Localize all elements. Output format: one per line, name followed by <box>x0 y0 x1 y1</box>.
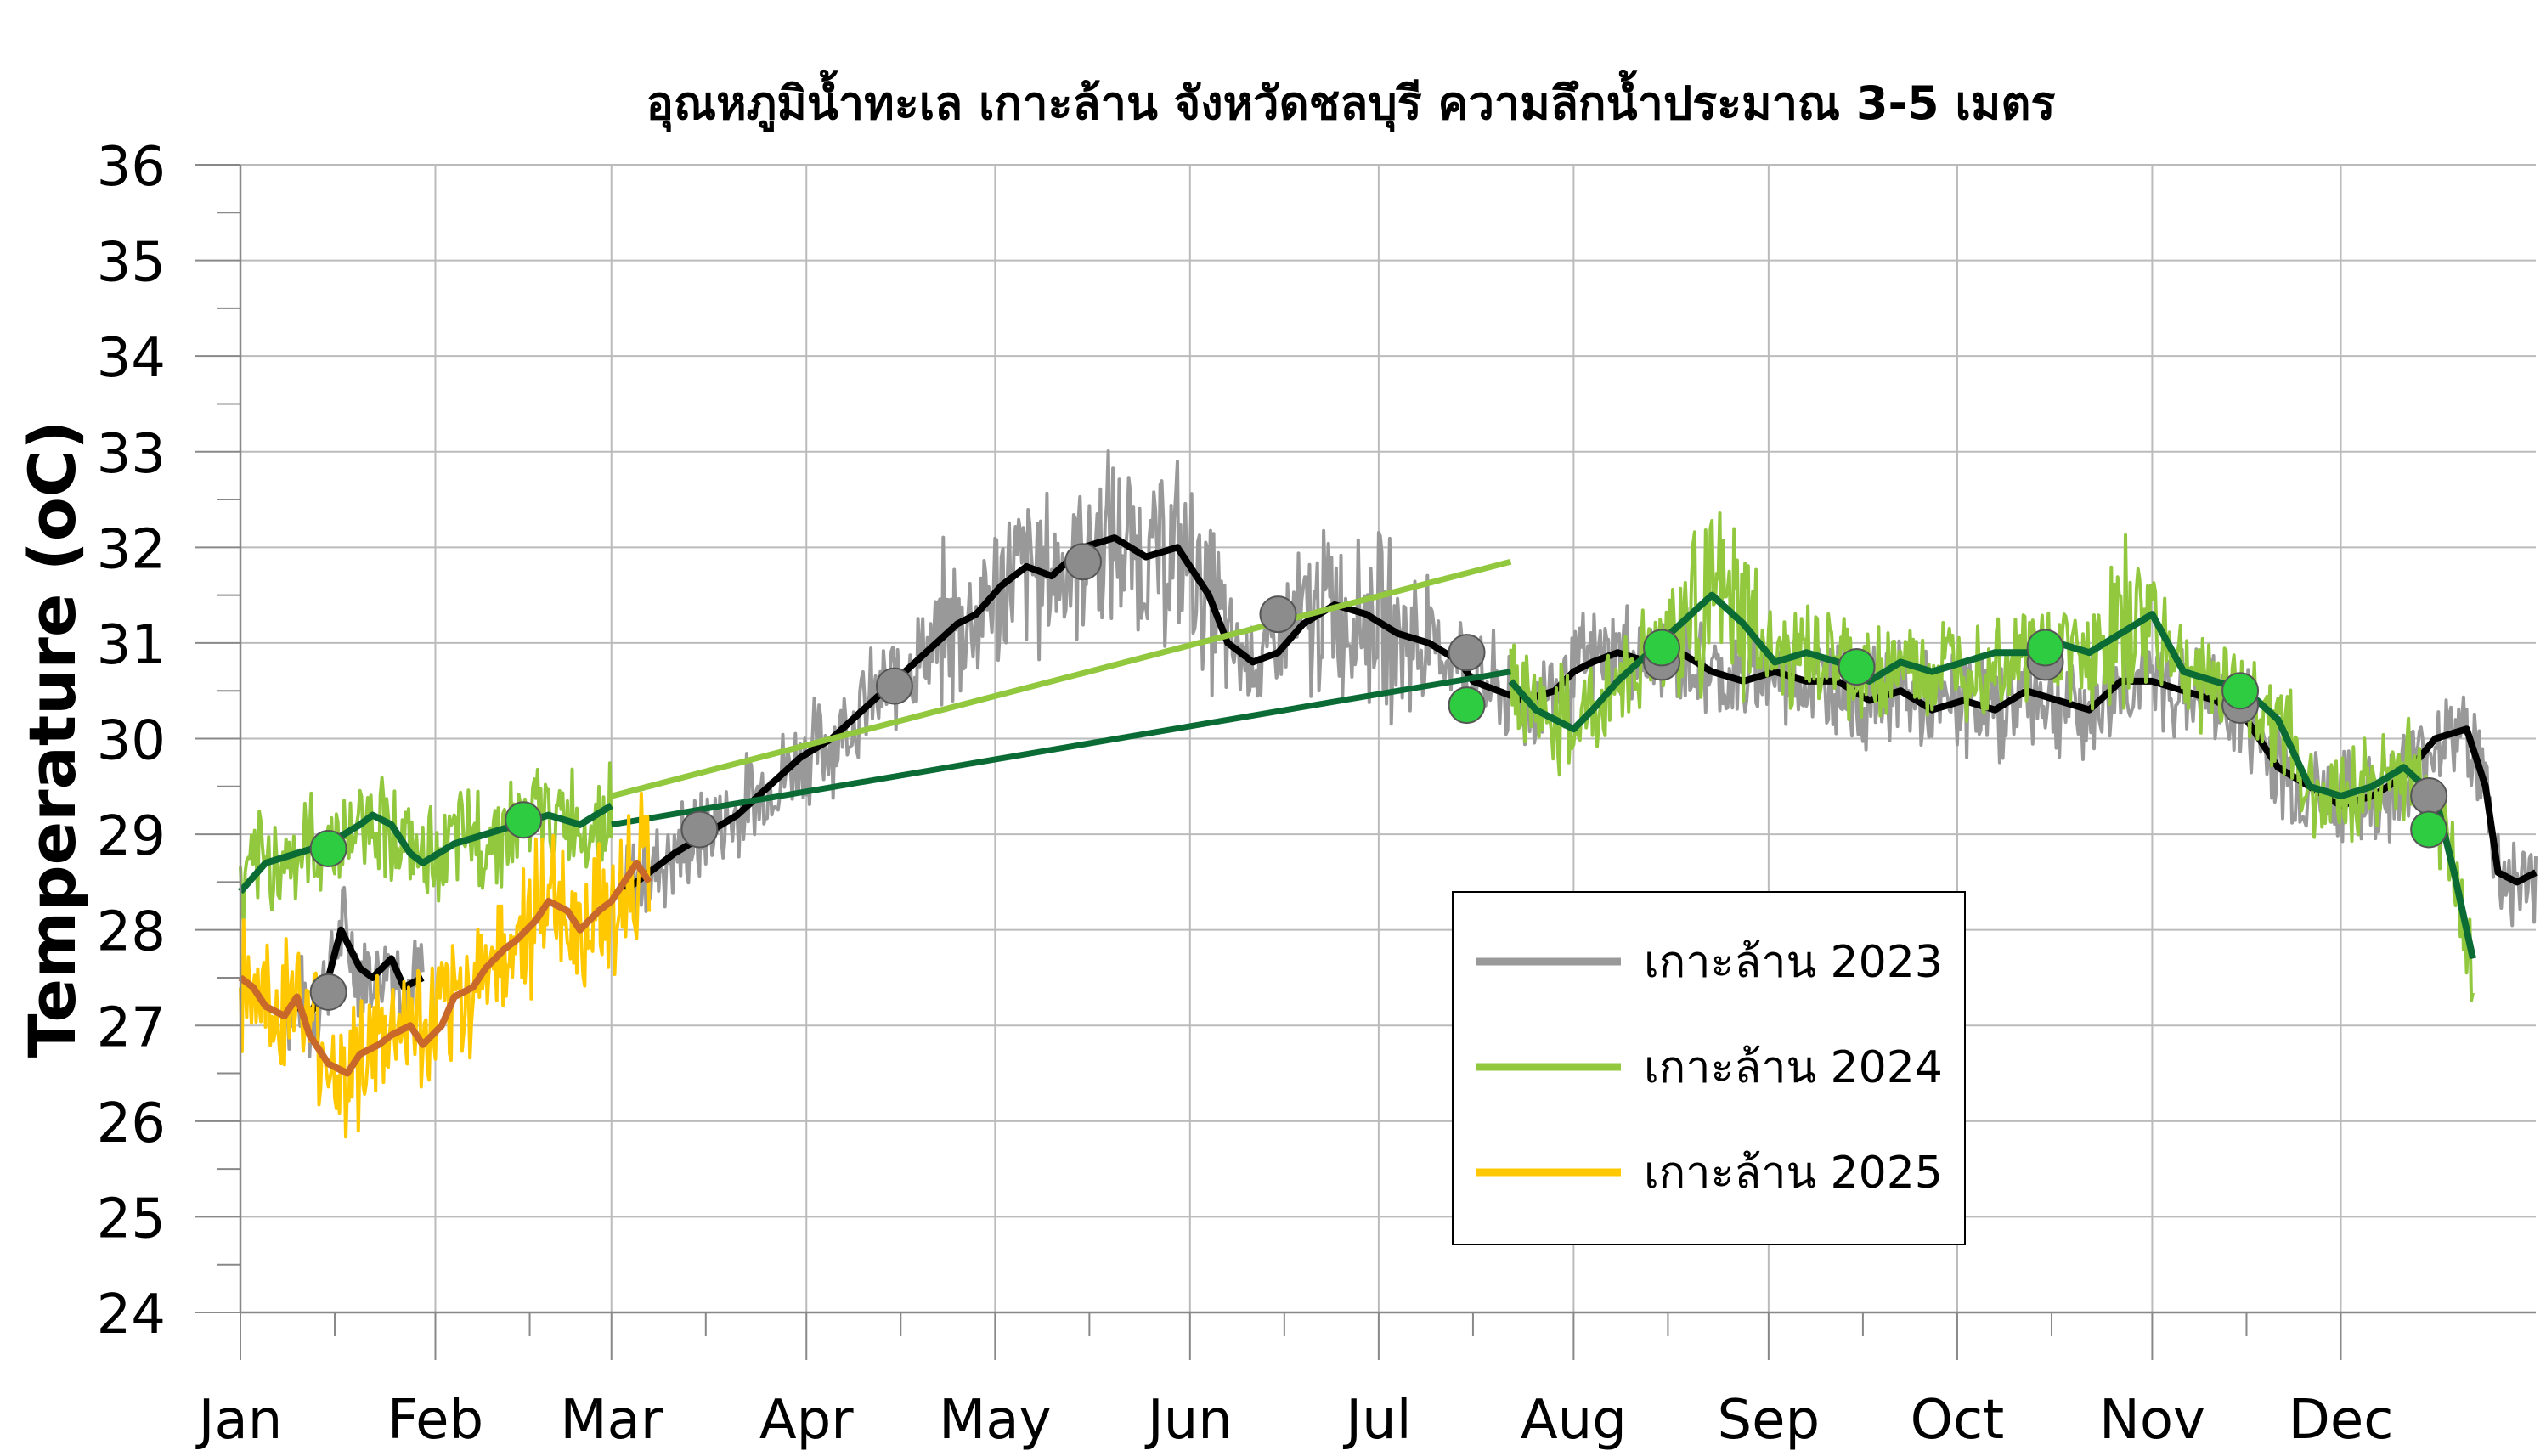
legend-label-2024: เกาะล้าน 2024 <box>1644 1042 1943 1093</box>
y-tick-label: 34 <box>97 327 166 390</box>
series-2023-marker <box>2410 777 2448 815</box>
series-2024-mean-line <box>1508 591 2476 960</box>
y-tick-label: 25 <box>97 1188 166 1250</box>
series-2024-marker <box>2221 672 2260 710</box>
y-tick-label: 30 <box>97 710 166 773</box>
y-tick-label: 35 <box>97 232 166 295</box>
x-tick-label: May <box>939 1389 1051 1452</box>
x-tick-label: Sep <box>1718 1389 1821 1452</box>
legend: เกาะล้าน 2023 เกาะล้าน 2024 เกาะล้าน 202… <box>1452 891 1966 1245</box>
x-tick-label: Jun <box>1144 1389 1233 1452</box>
x-tick-label: Nov <box>2099 1389 2205 1452</box>
series-2024-marker <box>1838 648 1876 686</box>
x-tick-label: Feb <box>387 1389 483 1452</box>
series-2024-marker <box>1448 686 1486 725</box>
x-tick-label: Jan <box>195 1389 283 1452</box>
grid <box>240 164 2536 1312</box>
series-2025-mean-line <box>238 859 652 1077</box>
series-2023-marker <box>1064 543 1102 581</box>
series-2024-marker <box>309 829 347 867</box>
x-tick-label: Aug <box>1521 1389 1627 1452</box>
series-2023-raw-band <box>622 449 2538 928</box>
axes: 24 25 26 27 28 29 30 31 32 33 34 35 36 Jan Feb Mar Apr Ma… <box>97 136 2536 1452</box>
series-2023-marker <box>680 810 719 849</box>
y-tick-label: 32 <box>97 518 166 581</box>
series-2023-marker <box>309 973 347 1011</box>
chart-title: อุณหภูมิน้ำทะเล เกาะล้าน จังหวัดชลบุรี ค… <box>646 70 2056 133</box>
series-2024-marker <box>2410 810 2448 849</box>
y-axis-label: Temperature (oC) <box>14 420 90 1058</box>
series-2023-marker <box>1448 634 1486 672</box>
y-tick-label: 29 <box>97 805 166 868</box>
x-tick-label: Jul <box>1342 1389 1411 1452</box>
series-2023-marker <box>1259 595 1297 634</box>
series-2024-raw-band <box>239 761 613 924</box>
legend-label-2023: เกาะล้าน 2023 <box>1644 937 1943 988</box>
series-2024-marker <box>1643 629 1681 667</box>
y-tick-label: 33 <box>97 423 166 486</box>
series-2024-marker <box>505 801 543 839</box>
legend-label-2025: เกาะล้าน 2025 <box>1644 1148 1943 1199</box>
y-tick-label: 26 <box>97 1092 166 1155</box>
series-2023-marker <box>875 667 913 705</box>
series-layer <box>237 449 2538 1139</box>
y-tick-label: 31 <box>97 614 166 677</box>
y-tick-label: 24 <box>97 1284 166 1346</box>
y-tick-label: 36 <box>97 136 166 199</box>
x-tick-label: Apr <box>759 1389 854 1452</box>
x-tick-label: Dec <box>2289 1389 2394 1452</box>
series-2024-gap-connector <box>610 558 1512 799</box>
y-tick-label: 28 <box>97 901 166 964</box>
y-tick-label: 27 <box>97 996 166 1059</box>
series-2024-marker <box>2026 629 2064 667</box>
x-tick-label: Oct <box>1911 1389 2005 1452</box>
series-2024-gap-connector <box>611 669 1511 828</box>
x-tick-label: Mar <box>560 1389 663 1452</box>
